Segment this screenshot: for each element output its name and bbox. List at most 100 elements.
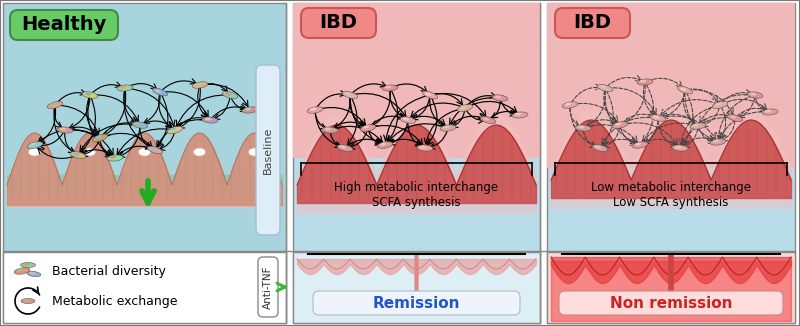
Ellipse shape (400, 117, 416, 123)
Ellipse shape (73, 153, 79, 156)
Ellipse shape (612, 122, 628, 128)
Bar (547, 3, 795, 323)
Ellipse shape (377, 142, 393, 148)
Text: High metabolic interchange
SCFA synthesis: High metabolic interchange SCFA synthesi… (334, 181, 498, 209)
Ellipse shape (712, 101, 728, 109)
Ellipse shape (27, 271, 41, 277)
Ellipse shape (578, 126, 584, 128)
FancyBboxPatch shape (256, 65, 280, 235)
Text: IBD: IBD (319, 13, 357, 33)
Ellipse shape (167, 126, 182, 134)
Ellipse shape (483, 118, 489, 121)
Ellipse shape (385, 86, 391, 88)
Ellipse shape (307, 107, 323, 113)
Ellipse shape (155, 89, 161, 93)
Text: Bacterial diversity: Bacterial diversity (52, 264, 166, 277)
Ellipse shape (363, 126, 370, 128)
Ellipse shape (380, 143, 386, 145)
Ellipse shape (82, 92, 98, 98)
Ellipse shape (512, 112, 528, 118)
Ellipse shape (562, 102, 578, 108)
Ellipse shape (170, 127, 176, 131)
Ellipse shape (713, 140, 719, 142)
Ellipse shape (762, 109, 778, 115)
Ellipse shape (110, 156, 116, 158)
Ellipse shape (637, 79, 653, 85)
Ellipse shape (458, 104, 473, 111)
Text: IBD: IBD (573, 13, 611, 33)
Ellipse shape (325, 128, 331, 130)
Ellipse shape (417, 145, 433, 151)
Ellipse shape (21, 299, 35, 304)
Bar (547, 252, 795, 323)
Ellipse shape (403, 118, 410, 121)
Ellipse shape (575, 125, 591, 131)
Ellipse shape (29, 148, 41, 156)
Ellipse shape (202, 117, 218, 123)
Ellipse shape (460, 106, 466, 109)
Ellipse shape (205, 118, 211, 121)
Ellipse shape (27, 141, 43, 148)
Ellipse shape (422, 91, 438, 99)
FancyBboxPatch shape (301, 8, 376, 38)
Ellipse shape (120, 86, 126, 88)
Ellipse shape (750, 93, 756, 96)
Ellipse shape (635, 143, 642, 145)
FancyBboxPatch shape (313, 291, 520, 315)
Ellipse shape (47, 101, 62, 109)
Bar (3, 252, 286, 323)
Text: Metabolic exchange: Metabolic exchange (52, 294, 178, 307)
Ellipse shape (337, 145, 353, 151)
Ellipse shape (138, 148, 150, 156)
Ellipse shape (249, 148, 261, 156)
Ellipse shape (23, 299, 29, 301)
Ellipse shape (345, 93, 351, 96)
Ellipse shape (107, 155, 123, 161)
Text: Baseline: Baseline (263, 126, 273, 174)
Ellipse shape (492, 95, 508, 101)
Ellipse shape (85, 93, 91, 96)
Ellipse shape (592, 145, 608, 151)
Ellipse shape (192, 82, 208, 88)
Bar (293, 3, 540, 323)
Ellipse shape (30, 272, 35, 274)
Ellipse shape (727, 114, 742, 122)
Ellipse shape (730, 115, 736, 119)
Text: Non remission: Non remission (610, 295, 732, 310)
Ellipse shape (632, 142, 648, 148)
Ellipse shape (765, 110, 771, 112)
Text: Healthy: Healthy (22, 16, 106, 35)
Ellipse shape (117, 85, 133, 91)
Text: Remission: Remission (373, 295, 460, 310)
Ellipse shape (360, 125, 376, 131)
Ellipse shape (93, 134, 107, 142)
Ellipse shape (675, 146, 682, 148)
Ellipse shape (95, 135, 101, 139)
Ellipse shape (242, 107, 258, 113)
Text: Low metabolic interchange
Low SCFA synthesis: Low metabolic interchange Low SCFA synth… (591, 181, 751, 209)
Ellipse shape (678, 86, 693, 94)
Ellipse shape (640, 80, 646, 82)
Ellipse shape (17, 269, 23, 272)
Ellipse shape (715, 103, 721, 106)
Ellipse shape (310, 108, 316, 111)
Ellipse shape (710, 139, 726, 145)
Ellipse shape (672, 145, 688, 151)
Ellipse shape (57, 127, 73, 133)
Ellipse shape (194, 148, 206, 156)
Ellipse shape (480, 116, 496, 124)
Ellipse shape (340, 146, 346, 149)
Ellipse shape (425, 93, 431, 96)
Ellipse shape (653, 116, 659, 119)
Ellipse shape (600, 85, 606, 89)
Ellipse shape (382, 85, 398, 91)
Text: Anti-TNF: Anti-TNF (263, 265, 273, 309)
Ellipse shape (195, 83, 202, 85)
Ellipse shape (50, 103, 56, 106)
Ellipse shape (222, 91, 238, 98)
Ellipse shape (70, 152, 86, 158)
Ellipse shape (565, 103, 571, 106)
Ellipse shape (693, 124, 699, 126)
Ellipse shape (30, 142, 36, 146)
FancyBboxPatch shape (555, 8, 630, 38)
